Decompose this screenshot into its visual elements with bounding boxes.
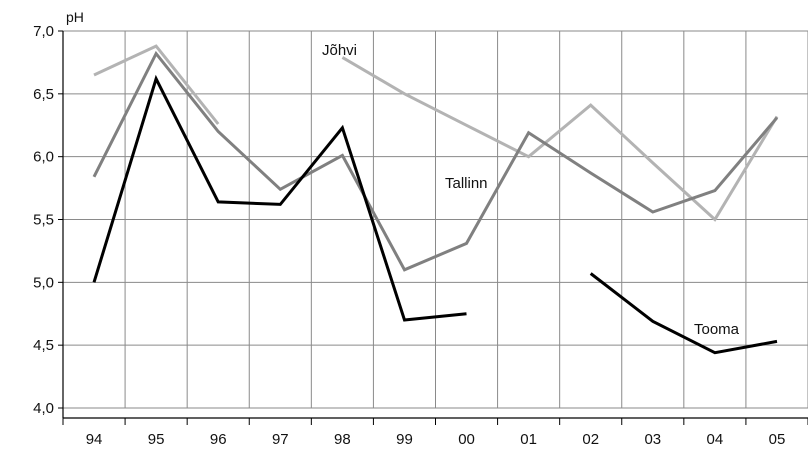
y-tick-label: 4,5 xyxy=(33,337,54,354)
series-line-j-hvi xyxy=(93,44,220,125)
x-tick-label: 95 xyxy=(148,431,165,448)
x-tick-label: 04 xyxy=(707,431,724,448)
y-tick-label: 5,5 xyxy=(33,212,54,229)
x-tick-label: 96 xyxy=(210,431,227,448)
axes: 4,0 4,5 5,0 5,5 6,0 6,5 7,0 94 95 96 97 98 99 00 01 02 0… xyxy=(33,23,808,448)
series-line-j-hvi xyxy=(341,56,779,222)
grid xyxy=(63,30,808,409)
x-tick-label: 03 xyxy=(644,431,661,448)
y-tick-label: 7,0 xyxy=(33,23,54,40)
x-tick-label: 98 xyxy=(334,431,351,448)
x-tick-label: 02 xyxy=(582,431,599,448)
x-tick-label: 99 xyxy=(396,431,413,448)
series-group xyxy=(92,44,779,355)
x-tick-label: 94 xyxy=(86,431,103,448)
series-label-j-hvi: Jõhvi xyxy=(322,42,357,59)
x-tick-label: 05 xyxy=(769,431,786,448)
series-line-tooma xyxy=(92,74,467,322)
series-line-tooma xyxy=(589,272,778,355)
series-line-tallinn xyxy=(92,50,779,272)
y-tick-label: 4,0 xyxy=(33,400,54,417)
y-axis-unit-label: pH xyxy=(66,9,84,25)
series-labels: Jõhvi Tallinn Tooma xyxy=(322,42,740,338)
y-tick-label: 5,0 xyxy=(33,274,54,291)
y-tick-label: 6,0 xyxy=(33,149,54,166)
x-tick-label: 97 xyxy=(272,431,289,448)
y-tick-label: 6,5 xyxy=(33,86,54,103)
series-label-tooma: Tooma xyxy=(694,321,740,338)
x-tick-label: 00 xyxy=(458,431,475,448)
series-label-tallinn: Tallinn xyxy=(445,175,488,192)
x-tick-label: 01 xyxy=(520,431,537,448)
